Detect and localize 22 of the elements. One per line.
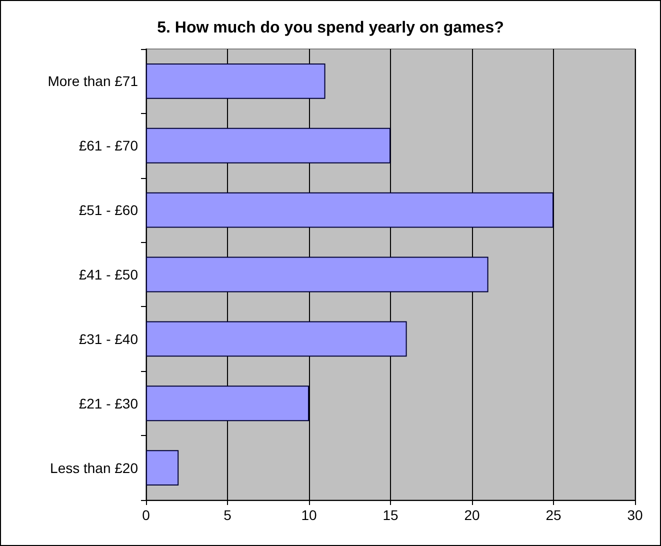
bar <box>146 192 554 228</box>
bar <box>146 321 407 357</box>
bar <box>146 128 390 164</box>
y-tick-label: £41 - £50 <box>78 266 138 282</box>
x-tick-label: 30 <box>627 507 643 523</box>
y-tick-label: £21 - £30 <box>78 395 138 412</box>
y-tick-label: More than £71 <box>48 73 138 90</box>
bar <box>146 256 488 292</box>
x-tick-label: 0 <box>142 507 150 523</box>
x-tick-label: 10 <box>301 507 317 523</box>
x-tick-label: 5 <box>224 507 232 523</box>
x-tick-label: 15 <box>382 507 398 523</box>
y-tick-label: Less than £20 <box>50 460 138 476</box>
bar <box>146 450 179 486</box>
bar <box>146 63 326 99</box>
y-tick-label: £31 - £40 <box>78 330 138 347</box>
y-tick-label: £61 - £70 <box>78 138 138 154</box>
bar <box>146 386 309 422</box>
x-tick-label: 25 <box>546 507 562 523</box>
y-tick-label: £51 - £60 <box>78 202 138 218</box>
chart-title: 5. How much do you spend yearly on games? <box>157 20 504 36</box>
x-tick-label: 20 <box>464 507 480 523</box>
